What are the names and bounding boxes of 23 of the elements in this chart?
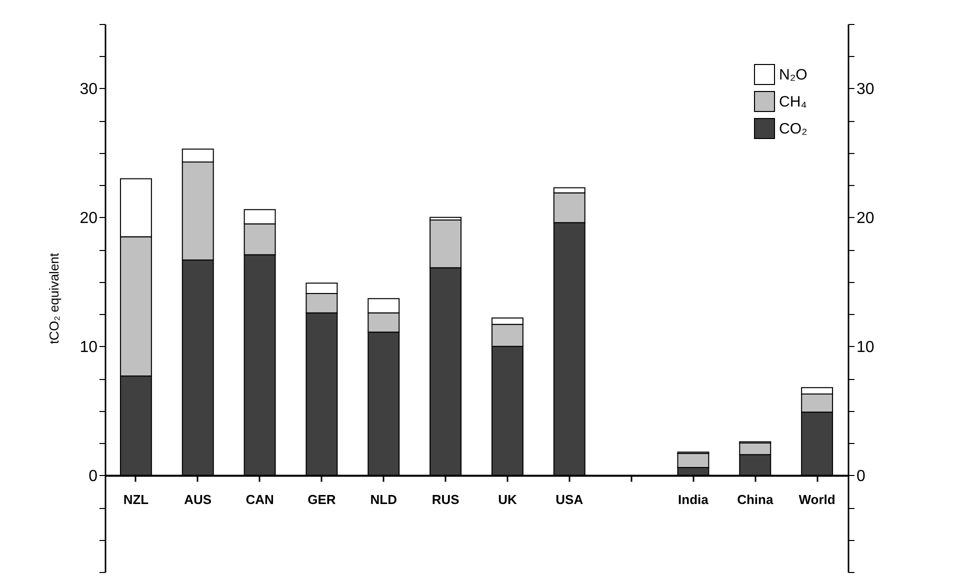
legend-label: CH₄ <box>779 94 807 110</box>
y-axis-title: tCO₂ equivalent <box>46 252 62 344</box>
x-tick-label: World <box>798 492 836 507</box>
y-tick-label: 30 <box>80 80 98 98</box>
x-tick-label: GER <box>308 492 336 507</box>
legend-label: CO₂ <box>779 120 808 138</box>
x-tick-label: RUS <box>432 492 460 507</box>
y-tick-label: 0 <box>88 468 98 485</box>
legend-label: N₂O <box>779 66 808 84</box>
x-tick-label: USA <box>556 492 584 507</box>
y2-tick-label: 20 <box>856 210 874 227</box>
y2-tick-label: 0 <box>856 468 866 485</box>
y2-tick-label: 30 <box>856 80 874 98</box>
y-tick-label: 10 <box>80 338 98 356</box>
x-tick-label: CAN <box>246 492 274 507</box>
x-tick-label: NZL <box>123 492 149 507</box>
y-tick-label: 20 <box>80 210 98 227</box>
x-tick-label: AUS <box>184 492 212 507</box>
x-tick-label: NLD <box>370 492 397 507</box>
x-tick-label: India <box>678 492 710 507</box>
x-tick-label: UK <box>498 492 518 507</box>
y2-tick-label: 10 <box>856 338 874 356</box>
x-tick-label: China <box>737 492 774 507</box>
